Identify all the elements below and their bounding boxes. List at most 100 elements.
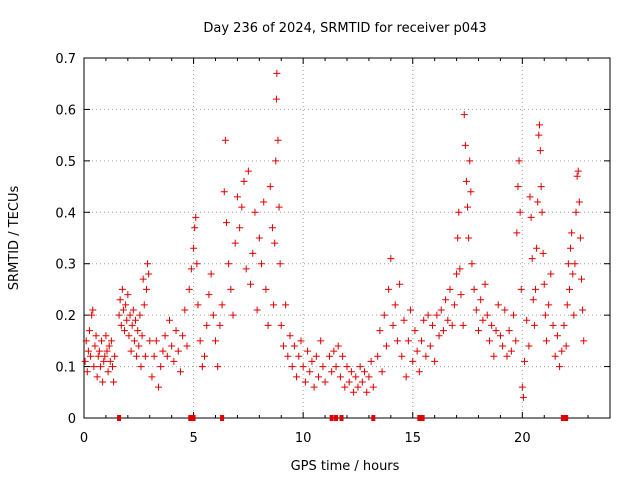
- data-point: [560, 321, 568, 329]
- baseline-marker: [329, 415, 334, 421]
- data-point: [272, 95, 280, 103]
- data-point: [103, 347, 111, 355]
- data-point: [542, 337, 550, 345]
- data-point: [258, 260, 266, 268]
- data-point: [299, 363, 307, 371]
- data-point: [249, 249, 257, 257]
- data-point: [141, 352, 149, 360]
- data-point: [286, 332, 294, 340]
- data-point: [347, 368, 355, 376]
- data-point: [407, 306, 415, 314]
- data-point: [488, 321, 496, 329]
- data-point: [128, 321, 136, 329]
- data-point: [84, 347, 92, 355]
- data-point: [385, 285, 393, 293]
- data-point: [212, 337, 219, 345]
- data-point: [218, 301, 226, 309]
- data-point: [183, 342, 191, 350]
- baseline-marker: [371, 415, 376, 421]
- data-point: [470, 285, 478, 293]
- data-point: [533, 244, 541, 252]
- data-point: [106, 357, 114, 365]
- data-point: [363, 388, 371, 396]
- data-point: [297, 337, 305, 345]
- data-point: [216, 321, 224, 329]
- data-point: [198, 363, 206, 371]
- data-point: [264, 321, 272, 329]
- data-point: [214, 363, 222, 371]
- data-point: [570, 311, 578, 319]
- data-point: [247, 280, 255, 288]
- data-point: [150, 352, 158, 360]
- data-point: [523, 316, 531, 324]
- data-point: [572, 208, 580, 216]
- data-point: [270, 301, 278, 309]
- data-point: [345, 378, 353, 386]
- data-point: [374, 352, 382, 360]
- x-tick-label: 10: [295, 431, 312, 446]
- data-point: [279, 342, 287, 350]
- data-point: [378, 368, 386, 376]
- data-point: [496, 332, 504, 340]
- data-point: [380, 311, 388, 319]
- data-point: [553, 332, 561, 340]
- data-point: [110, 378, 118, 386]
- data-point: [579, 306, 587, 314]
- y-tick-label: 0: [68, 412, 76, 427]
- data-point: [515, 157, 523, 165]
- data-point: [457, 291, 465, 299]
- data-point: [330, 347, 338, 355]
- data-point: [514, 183, 522, 191]
- data-point: [273, 69, 281, 77]
- data-point: [308, 357, 316, 365]
- data-point: [137, 363, 145, 371]
- data-point: [404, 337, 412, 345]
- data-point: [396, 280, 404, 288]
- x-tick-label: 5: [189, 431, 197, 446]
- data-point: [537, 183, 545, 191]
- data-point: [571, 260, 579, 268]
- data-point: [135, 342, 143, 350]
- data-point: [274, 136, 282, 144]
- data-point: [453, 270, 461, 278]
- data-point: [539, 249, 547, 257]
- data-point: [332, 363, 340, 371]
- data-point: [93, 373, 101, 381]
- data-point: [288, 363, 296, 371]
- data-point: [444, 316, 452, 324]
- data-point: [567, 244, 575, 252]
- data-point: [152, 337, 160, 345]
- data-point: [519, 393, 527, 401]
- data-point: [94, 352, 102, 360]
- data-point: [271, 239, 279, 247]
- x-axis-label: GPS time / hours: [291, 459, 400, 474]
- data-point: [580, 337, 588, 345]
- data-point: [334, 342, 342, 350]
- data-point: [400, 316, 408, 324]
- data-point: [96, 363, 104, 371]
- data-point: [276, 260, 284, 268]
- data-point: [81, 357, 89, 365]
- data-point: [102, 332, 110, 340]
- data-point: [119, 306, 127, 314]
- data-point: [284, 352, 292, 360]
- data-point: [310, 383, 318, 391]
- data-point: [129, 306, 137, 314]
- data-point: [168, 342, 176, 350]
- data-point: [356, 363, 364, 371]
- data-point: [170, 357, 178, 365]
- data-point: [513, 229, 521, 237]
- x-tick-label: 20: [514, 431, 531, 446]
- data-point: [352, 373, 360, 381]
- data-point: [376, 327, 384, 335]
- data-point: [413, 347, 421, 355]
- data-point: [367, 357, 375, 365]
- x-tick-label: 15: [404, 431, 421, 446]
- data-point: [428, 321, 436, 329]
- data-point: [127, 347, 135, 355]
- data-point: [203, 321, 211, 329]
- data-point: [541, 311, 549, 319]
- data-point: [221, 136, 229, 144]
- data-point: [462, 177, 470, 185]
- data-point: [82, 337, 90, 345]
